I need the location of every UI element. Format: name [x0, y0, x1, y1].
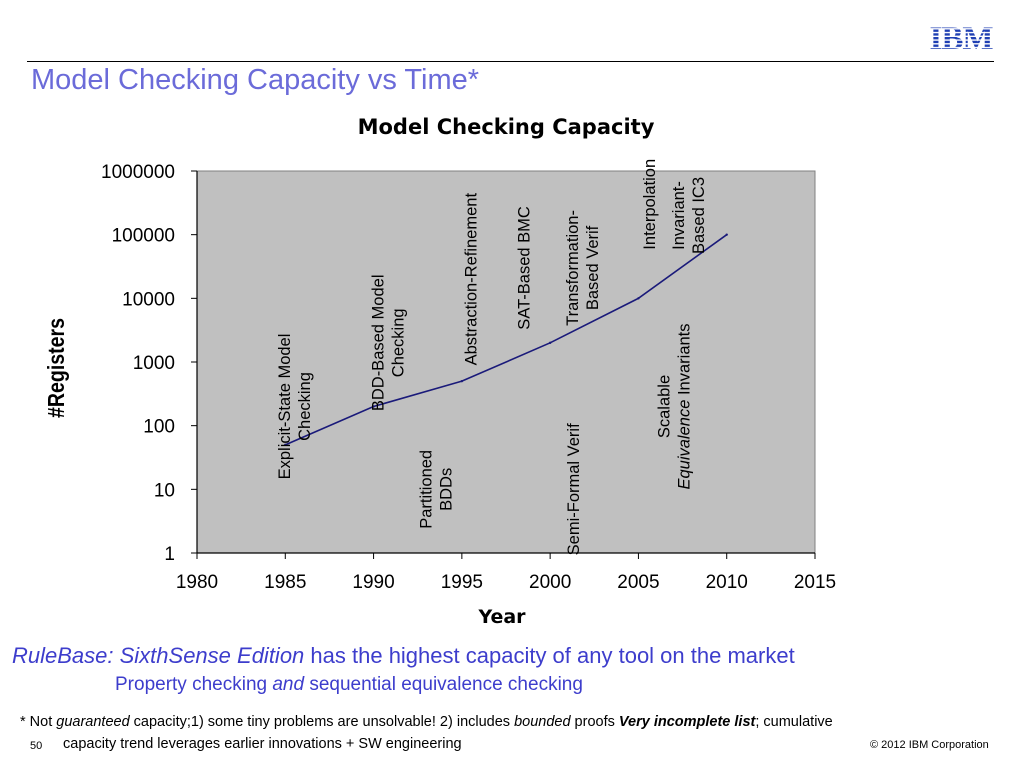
annotation-line: Checking: [296, 372, 314, 441]
annotation-line: Semi-Formal Verif: [565, 423, 583, 555]
x-tick-label: 2015: [794, 572, 836, 593]
data-point: [372, 405, 375, 408]
annotation-line: SAT-Based BMC: [516, 206, 534, 330]
y-tick-label: 1: [164, 544, 175, 565]
data-point: [548, 341, 552, 345]
annotation-line: BDD-Based Model: [370, 275, 388, 412]
footer-subclaim: Property checking and sequential equival…: [115, 674, 583, 696]
y-tick-label: 1000: [133, 353, 175, 374]
annotation-line: Based IC3: [690, 177, 708, 254]
y-axis-label: #Registers: [44, 318, 70, 418]
annotation-line: Based Verif: [584, 225, 602, 310]
series-line: [284, 234, 728, 446]
x-tick-label: 1985: [264, 572, 306, 593]
data-point: [460, 379, 464, 383]
annotation-label: Explicit-State Model Checking: [276, 334, 314, 480]
annotation-italic: Equivalence: [676, 400, 694, 490]
annotation-line: Invariant-: [670, 181, 688, 250]
x-axis-label: Year: [477, 606, 526, 628]
annotation-label: Transformation- Based Verif: [564, 210, 602, 326]
page-title: Model Checking Capacity vs Time*: [31, 64, 480, 96]
annotation-line: Transformation-: [564, 210, 582, 326]
annotation-line: Explicit-State Model: [276, 334, 294, 480]
annotation-line: Interpolation: [641, 159, 659, 250]
note-part: capacity;1) some tiny problems are unsol…: [129, 714, 515, 730]
ibm-logo: IBM: [928, 22, 994, 52]
chart-title: Model Checking Capacity: [358, 115, 655, 139]
x-tick-label: 2010: [706, 572, 748, 593]
annotation-label: Interpolation: [641, 159, 659, 250]
annotation-line: Equivalence Invariants: [676, 323, 694, 489]
header-divider: [27, 61, 994, 62]
annotation-label: Invariant- Based IC3: [670, 177, 708, 254]
note-part: ; cumulative: [755, 714, 833, 730]
slide-number: 50: [30, 740, 43, 752]
claim-text: has the highest capacity of any tool on …: [304, 643, 795, 668]
y-tick-label: 1000000: [101, 162, 175, 183]
note-part: bounded: [514, 714, 571, 730]
note-part: * Not: [20, 714, 57, 730]
annotation-label: Semi-Formal Verif: [565, 423, 583, 555]
subclaim-and: and: [272, 674, 305, 695]
data-point: [284, 443, 287, 447]
subclaim-b: sequential equivalence checking: [304, 674, 583, 695]
footer-claim: RuleBase: SixthSense Edition has the hig…: [12, 643, 795, 669]
copyright: © 2012 IBM Corporation: [870, 739, 989, 751]
annotation-line: Checking: [390, 308, 408, 377]
note-part: guaranteed: [56, 714, 130, 730]
annotation-label: Scalable Equivalence Invariants: [656, 323, 694, 489]
x-tick-label: 2000: [529, 572, 571, 593]
capacity-chart: Model Checking Capacity 1980 1985 1990 1995 2…: [44, 115, 837, 628]
y-tick-label: 100: [143, 417, 175, 438]
footnote-line2: capacity trend leverages earlier innovat…: [63, 736, 462, 752]
note-part: proofs: [570, 714, 619, 730]
annotation-label: BDD-Based Model Checking: [370, 275, 408, 412]
data-point: [637, 297, 640, 300]
x-tick-label: 2005: [617, 572, 659, 593]
data-point: [725, 233, 728, 236]
y-tick-label: 10: [154, 480, 175, 501]
annotation-line: Scalable: [656, 375, 674, 438]
annotation-label: Partitioned BDDs: [417, 450, 455, 529]
annotation-line: Partitioned: [417, 450, 435, 529]
annotation-label: SAT-Based BMC: [516, 206, 534, 330]
y-tick-label: 100000: [112, 226, 175, 247]
x-tick-label: 1995: [441, 572, 483, 593]
x-tick-label: 1980: [176, 572, 218, 593]
footnote: * Not guaranteed capacity;1) some tiny p…: [20, 714, 1000, 730]
annotation-label: Abstraction-Refinement: [463, 193, 481, 366]
annotation-line: BDDs: [437, 468, 455, 511]
subclaim-a: Property checking: [115, 674, 273, 695]
y-tick-label: 10000: [122, 289, 175, 310]
annotation-line: Abstraction-Refinement: [463, 193, 481, 366]
note-part: Very incomplete list: [618, 714, 756, 730]
product-name: RuleBase: SixthSense Edition: [12, 643, 305, 668]
x-tick-label: 1990: [352, 572, 394, 593]
